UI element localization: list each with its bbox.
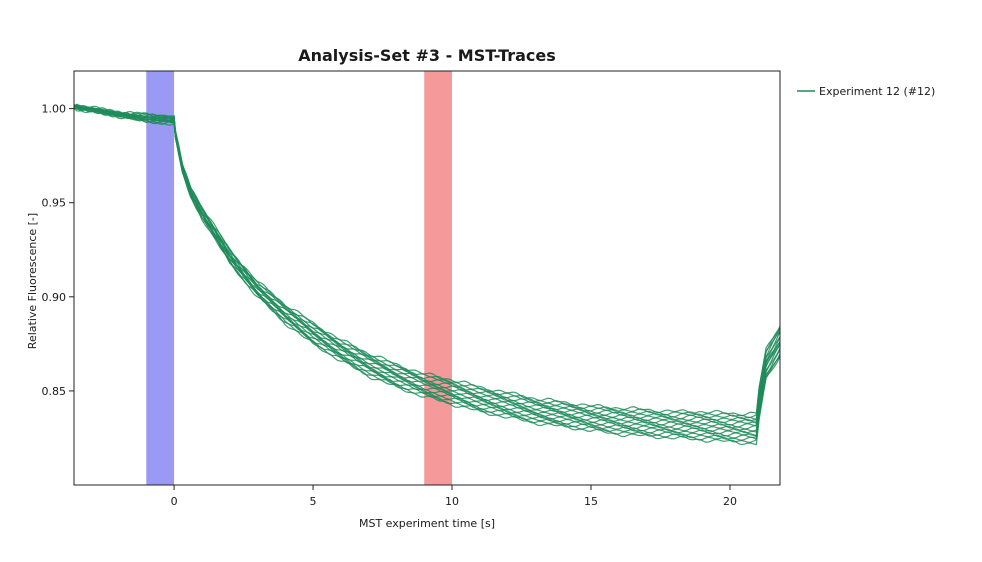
trace-lines: [74, 103, 780, 446]
y-axis-label: Relative Fluorescence [-]: [26, 213, 39, 349]
legend-entry-label: Experiment 12 (#12): [819, 85, 935, 98]
trace-line: [74, 104, 780, 419]
y-tick-label: 0.95: [42, 197, 67, 210]
x-tick-label: 15: [584, 495, 598, 508]
legend: Experiment 12 (#12): [797, 85, 935, 98]
x-axis-ticks: 0 5 10 15 20: [171, 485, 737, 508]
highlight-region-cold: [146, 71, 175, 485]
highlight-region-hot: [424, 71, 453, 485]
x-tick-label: 10: [445, 495, 459, 508]
plot-area-frame: [73, 70, 781, 486]
x-tick-label: 0: [171, 495, 178, 508]
y-tick-label: 0.85: [42, 385, 67, 398]
x-tick-label: 20: [723, 495, 737, 508]
chart-title: Analysis-Set #3 - MST-Traces: [298, 46, 556, 65]
highlight-regions: [146, 71, 453, 485]
y-axis-ticks: 0.85 0.90 0.95 1.00: [42, 103, 74, 398]
y-tick-label: 0.90: [42, 291, 67, 304]
trace-line: [74, 104, 780, 417]
y-tick-label: 1.00: [42, 103, 67, 116]
x-tick-label: 5: [310, 495, 317, 508]
x-axis-label: MST experiment time [s]: [359, 517, 495, 530]
